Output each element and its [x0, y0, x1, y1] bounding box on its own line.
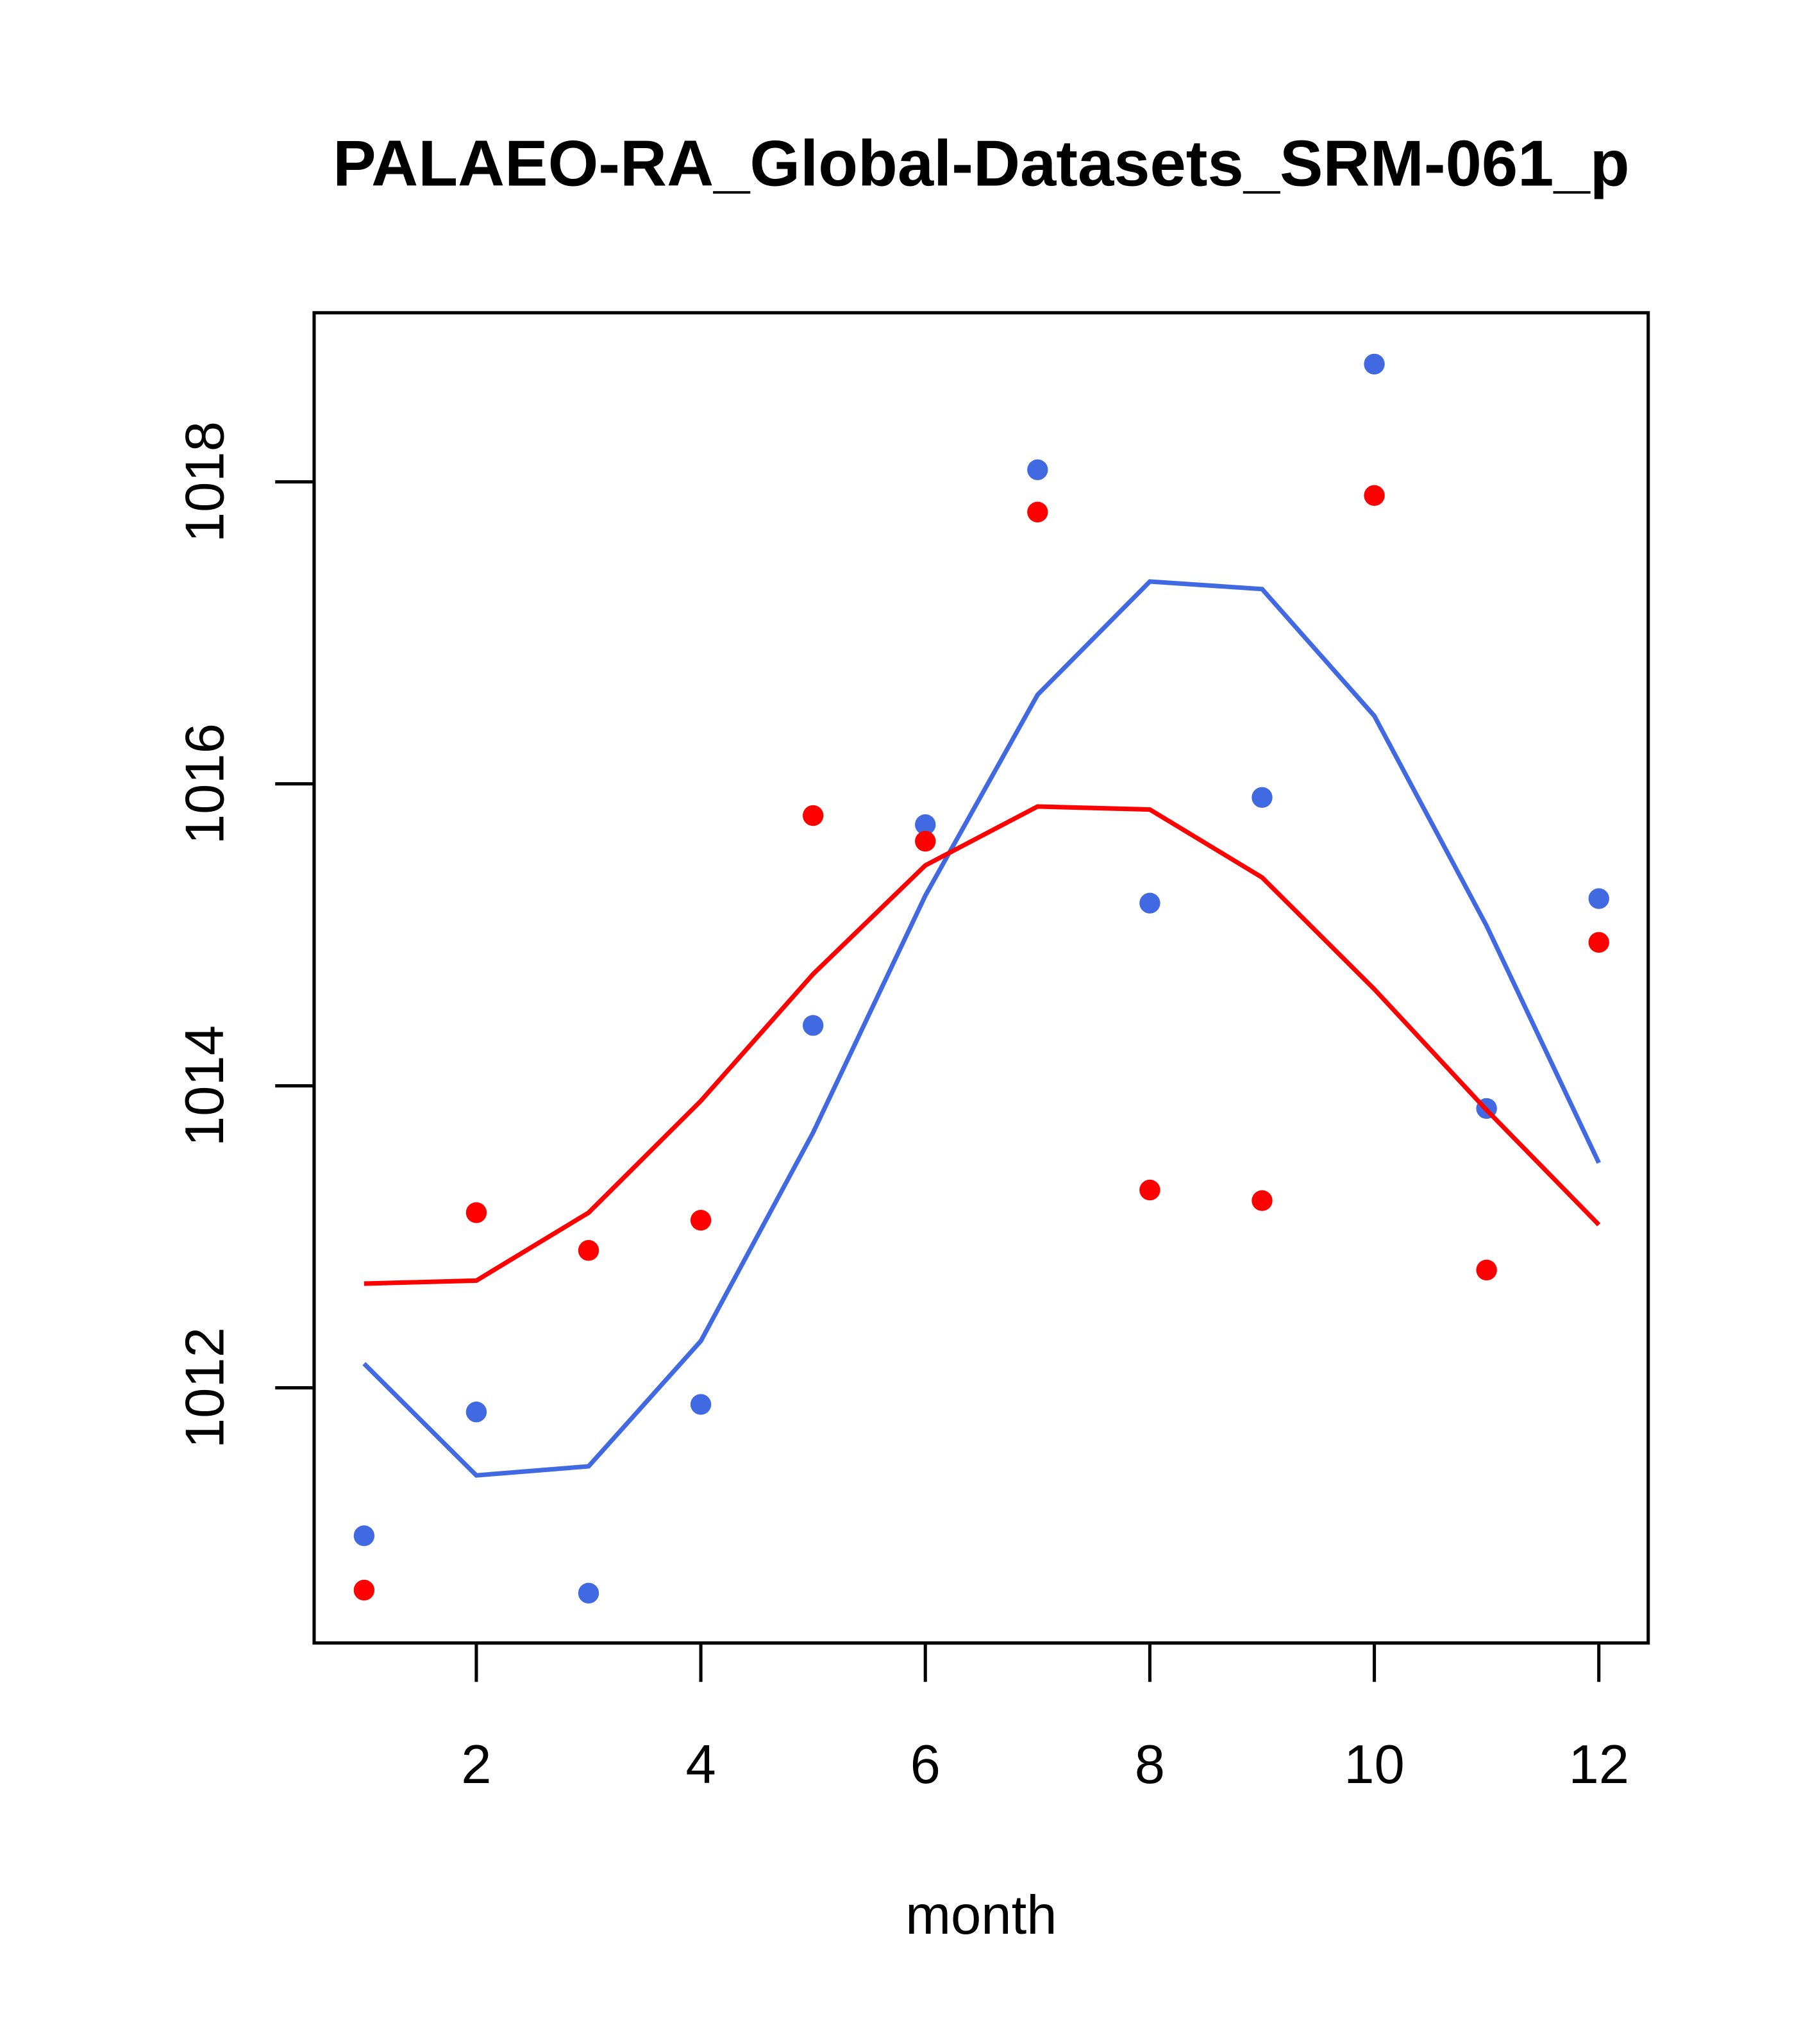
red-point [578, 1240, 599, 1261]
chart-title: PALAEO-RA_Global-Datasets_SRM-061_p [333, 127, 1629, 199]
red-point [915, 830, 936, 852]
blue-point [1139, 892, 1160, 914]
red-point [1252, 1190, 1273, 1211]
x-tick-label: 12 [1568, 1734, 1629, 1795]
blue-point [353, 1525, 375, 1546]
blue-point [690, 1394, 712, 1415]
red-point [1476, 1259, 1497, 1281]
y-tick-label: 1018 [174, 421, 235, 542]
x-axis-label: month [905, 1885, 1057, 1946]
y-tick-label: 1012 [174, 1327, 235, 1448]
y-tick-label: 1016 [174, 723, 235, 844]
plot-frame [312, 311, 1650, 1645]
red-point [1027, 501, 1048, 523]
blue-point [465, 1402, 487, 1423]
x-tick-label: 2 [461, 1734, 491, 1795]
plot-marks [353, 353, 1609, 1604]
blue-point [1252, 787, 1273, 808]
red-point [1588, 932, 1609, 953]
blue-point [915, 814, 936, 835]
blue-point [1588, 888, 1609, 909]
x-tick-label: 8 [1135, 1734, 1165, 1795]
red-point [690, 1209, 712, 1231]
x-axis: 2 4 6 8 10 12 [461, 1641, 1629, 1795]
blue-point [1027, 459, 1048, 480]
blue-line [362, 579, 1601, 1478]
red-point [1364, 485, 1385, 506]
y-tick-label: 1014 [174, 1025, 235, 1146]
blue-point [802, 1015, 824, 1036]
red-point [353, 1579, 375, 1601]
red-line [364, 804, 1601, 1286]
y-axis: 1012 1014 1016 1018 [174, 421, 316, 1448]
red-point [802, 805, 824, 826]
x-tick-label: 6 [910, 1734, 941, 1795]
red-point [1139, 1179, 1160, 1201]
x-tick-label: 10 [1344, 1734, 1405, 1795]
blue-point [578, 1582, 599, 1604]
blue-point [1364, 353, 1385, 375]
x-tick-label: 4 [685, 1734, 716, 1795]
red-point [465, 1202, 487, 1223]
